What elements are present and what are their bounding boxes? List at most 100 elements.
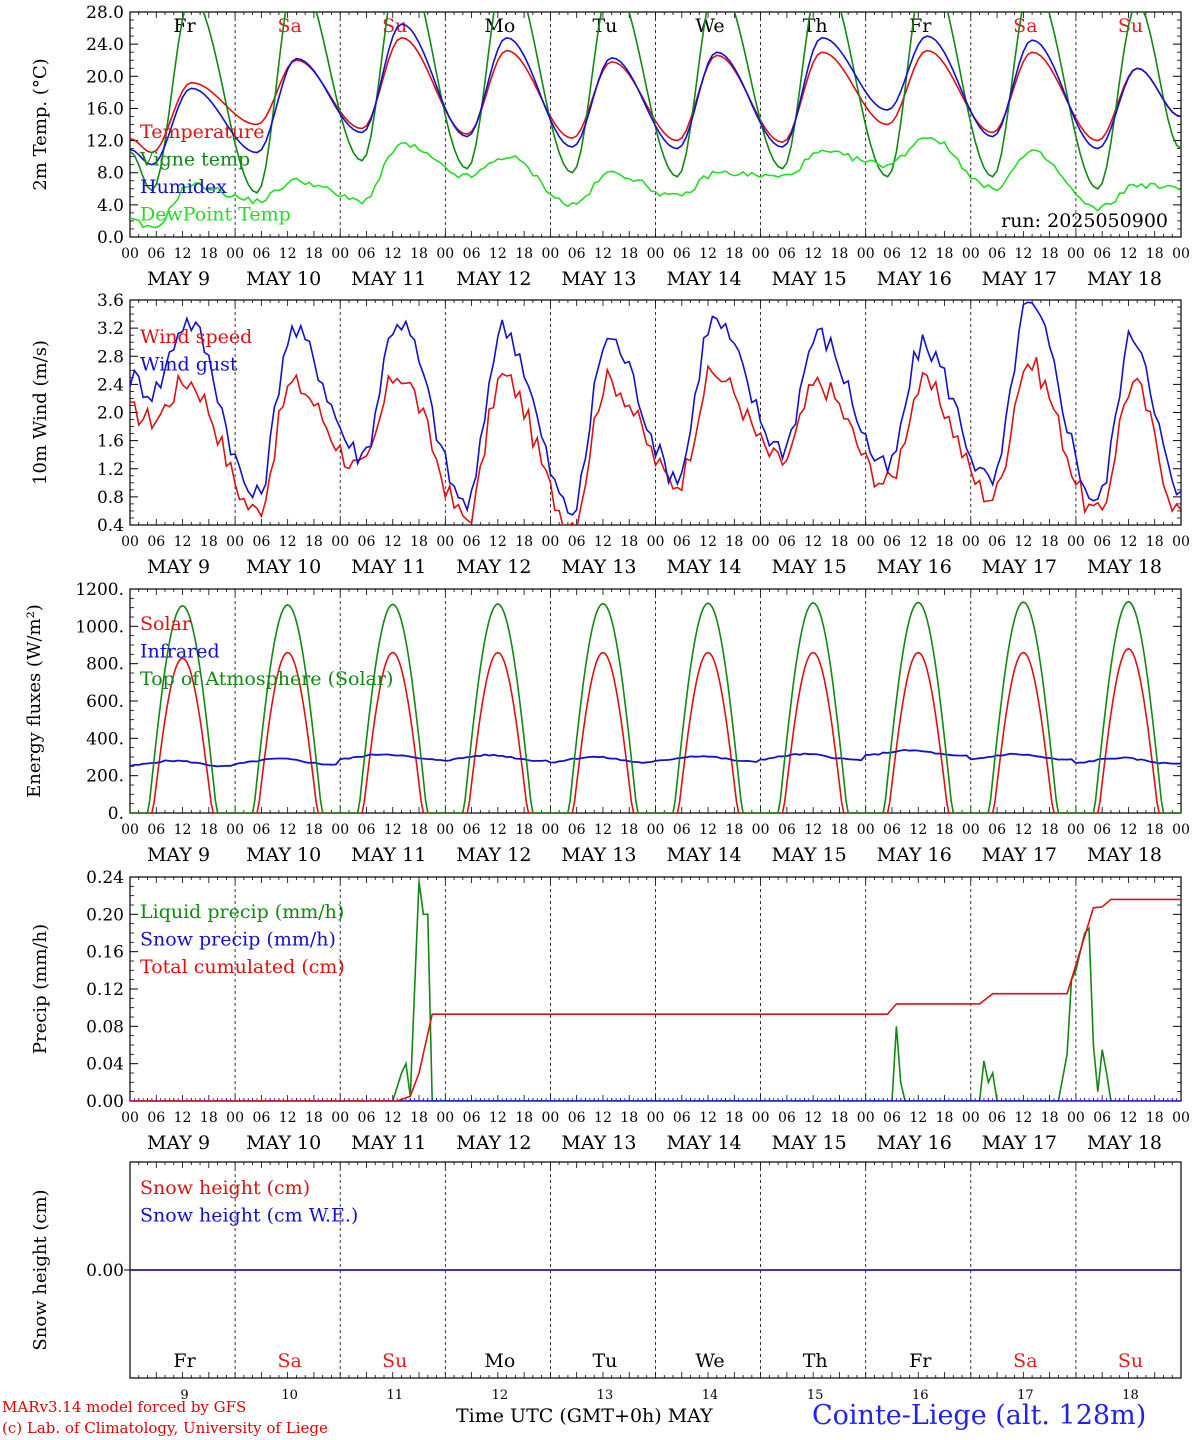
hour-tick-label: 06 [988,1110,1006,1126]
panel-temp: 0.0 4.0 8.0 12.0 16.0 20.0 24.0 28.0 2m Temp. (°… [30,3,1190,290]
legend-entry: Wind speed [140,326,252,348]
date-label: MAY 11 [351,556,426,578]
hour-tick-label: 18 [936,246,954,262]
hour-tick-label: 06 [358,1110,376,1126]
hour-tick-label: 06 [463,1110,481,1126]
hour-tick-label: 18 [410,822,428,838]
weekday-label: Su [382,1350,407,1372]
hour-tick-label: 12 [1120,1110,1138,1126]
hour-tick-label: 06 [568,246,586,262]
weekday-label: Sa [277,1350,301,1372]
hour-tick-label: 00 [1172,246,1190,262]
weekday-label: Sa [1013,1350,1037,1372]
hour-tick-label: 06 [778,822,796,838]
day-number-label: 11 [386,1388,403,1403]
hour-tick-label: 06 [673,1110,691,1126]
weekday-label: Fr [909,15,932,37]
series-group [130,12,1181,229]
hour-tick-label: 18 [1041,534,1059,550]
hour-tick-label: 18 [831,534,849,550]
date-label: MAY 15 [772,1132,847,1154]
y-tick-label: 0.20 [86,905,124,925]
series-solar [130,647,1181,813]
hour-tick-label: 18 [1146,534,1164,550]
y-axis-label: Energy fluxes (W/m²) [24,604,45,798]
series-dewpoint-temp [130,136,1181,229]
hour-tick-label: 00 [541,246,559,262]
hour-tick-label: 18 [305,1110,323,1126]
hour-tick-label: 06 [252,246,270,262]
date-label: MAY 10 [246,556,321,578]
hour-tick-label: 12 [1014,246,1032,262]
series-infrared [130,748,1181,768]
date-label: MAY 9 [147,268,210,290]
hour-tick-label: 12 [384,1110,402,1126]
day-number-label: 14 [702,1388,719,1403]
hour-tick-label: 06 [568,1110,586,1126]
y-tick-label: 0.00 [86,1261,124,1281]
hour-tick-label: 00 [1067,822,1085,838]
panel-wind: 0.4 0.8 1.2 1.6 2.0 2.4 2.8 3.2 3.6 10m Wind (m/s… [30,291,1190,578]
hour-tick-label: 12 [1120,534,1138,550]
hour-tick-label: 12 [1120,246,1138,262]
hour-tick-label: 00 [1067,534,1085,550]
hour-tick-label: 18 [410,534,428,550]
hour-tick-label: 18 [620,246,638,262]
hour-tick-label: 18 [936,1110,954,1126]
y-tick-label: 0.08 [86,1017,124,1037]
weekday-label: Th [803,1350,828,1372]
hour-tick-label: 00 [331,534,349,550]
hour-tick-label: 06 [252,534,270,550]
y-tick-label: 1.6 [97,432,124,452]
hour-tick-label: 18 [305,534,323,550]
y-tick-label: 28.0 [86,3,124,23]
weekday-label: Tu [592,15,617,37]
hour-tick-label: 18 [1146,246,1164,262]
hour-tick-label: 06 [883,822,901,838]
hour-tick-label: 12 [699,822,717,838]
hour-tick-label: 18 [831,1110,849,1126]
hour-tick-label: 18 [305,822,323,838]
hour-tick-label: 12 [699,246,717,262]
hour-tick-label: 00 [647,822,665,838]
hour-tick-label: 00 [962,246,980,262]
weekday-label: Sa [1013,15,1037,37]
y-tick-label: 1200. [75,580,124,600]
legend-entry: Snow height (cm W.E.) [140,1205,358,1227]
date-label: MAY 12 [456,844,531,866]
hour-tick-label: 12 [174,534,192,550]
date-label: MAY 12 [456,1132,531,1154]
hour-tick-label: 06 [778,1110,796,1126]
x-axis-title: Time UTC (GMT+0h) MAY [456,1405,713,1427]
hour-tick-label: 00 [647,246,665,262]
hour-tick-label: 00 [1172,534,1190,550]
weekday-label: We [695,15,724,37]
hour-tick-label: 18 [410,1110,428,1126]
hour-tick-label: 00 [436,246,454,262]
hour-tick-label: 06 [252,822,270,838]
hour-tick-label: 12 [804,534,822,550]
day-number-label: 16 [912,1388,929,1403]
hour-tick-label: 00 [541,1110,559,1126]
hour-tick-label: 00 [857,534,875,550]
hour-tick-label: 06 [1093,822,1111,838]
hour-tick-label: 06 [147,822,165,838]
hour-tick-label: 00 [436,1110,454,1126]
y-tick-label: 0.0 [97,228,124,248]
y-tick-label: 8.0 [97,164,124,184]
series-group [130,301,1181,525]
hour-tick-label: 12 [699,534,717,550]
hour-tick-label: 06 [1093,246,1111,262]
date-label: MAY 10 [246,1132,321,1154]
legend-entry: Snow precip (mm/h) [140,929,336,951]
day-number-label: 9 [180,1388,188,1403]
date-label: MAY 14 [666,556,741,578]
credit-line-1: MARv3.14 model forced by GFS [2,1398,247,1416]
y-tick-label: 400. [86,729,124,749]
hour-tick-label: 12 [489,1110,507,1126]
hour-tick-label: 06 [463,822,481,838]
hour-tick-label: 18 [620,1110,638,1126]
hour-tick-label: 12 [384,246,402,262]
run-annotation: run: 2025050900 [1001,210,1168,232]
